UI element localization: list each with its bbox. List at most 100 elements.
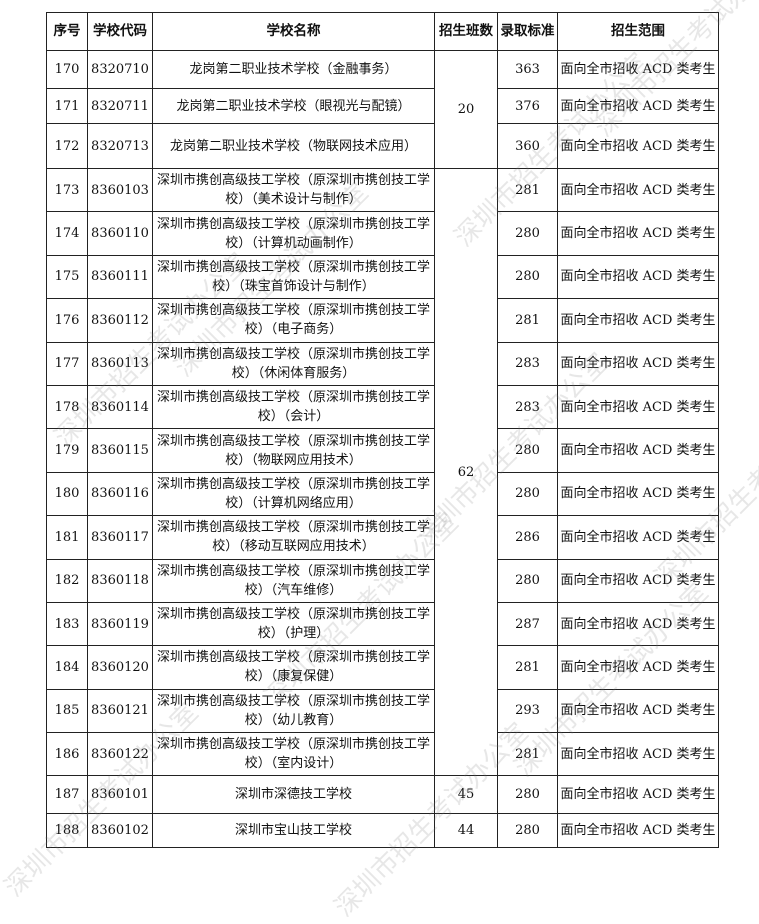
admission-score: 281 [497,732,558,777]
admission-score: 280 [497,813,558,849]
admission-score: 281 [497,645,558,690]
class-count: 62 [434,167,498,777]
admission-score: 280 [497,558,558,603]
table-row: 187 8360101 深圳市深德技工学校 45 280 面向全市招收 ACD 类考生 [46,775,719,815]
row-number: 175 [46,254,88,300]
admission-scope: 面向全市招收 ACD 类考生 [557,341,719,386]
admission-score: 280 [497,428,558,473]
header-score: 录取标准 [497,12,558,51]
school-code: 8360110 [87,211,153,256]
header-code: 学校代码 [87,12,153,51]
table-row: 181 8360117 深圳市携创高级技工学校（原深圳市携创技工学校）（移动互联网应… [46,515,719,560]
school-name: 深圳市携创高级技工学校（原深圳市携创技工学校）（物联网应用技术） [152,428,435,473]
table-row: 175 8360111 深圳市携创高级技工学校（原深圳市携创技工学校）（珠宝首饰设计… [46,254,719,300]
table-row: 177 8360113 深圳市携创高级技工学校（原深圳市携创技工学校）（休闲体育服务… [46,341,719,386]
header-no: 序号 [46,12,88,51]
school-code: 8360115 [87,428,153,473]
school-name: 龙岗第二职业技术学校（眼视光与配镜） [152,88,435,124]
row-number: 176 [46,298,88,343]
row-number: 173 [46,167,88,213]
school-code: 8360121 [87,688,153,734]
admission-score: 281 [497,167,558,213]
school-code: 8360116 [87,471,153,517]
admission-score: 280 [497,471,558,517]
table-row: 173 8360103 深圳市携创高级技工学校（原深圳市携创技工学校）（美术设计与制… [46,167,719,777]
admission-scope: 面向全市招收 ACD 类考生 [557,813,719,849]
school-name: 深圳市深德技工学校 [152,775,435,815]
row-number: 177 [46,341,88,386]
table-row: 170 8320710 龙岗第二职业技术学校（金融事务） 20 363 面向全市招收 AC… [46,50,719,169]
admission-scope: 面向全市招收 ACD 类考生 [557,775,719,815]
school-code: 8320713 [87,123,153,169]
school-name: 深圳市携创高级技工学校（原深圳市携创技工学校）（汽车维修） [152,558,435,603]
school-name: 深圳市携创高级技工学校（原深圳市携创技工学校）（计算机网络应用） [152,471,435,517]
row-number: 184 [46,645,88,690]
admission-scope: 面向全市招收 ACD 类考生 [557,558,719,603]
admission-score: 281 [497,298,558,343]
admission-scope: 面向全市招收 ACD 类考生 [557,601,719,647]
table-row: 179 8360115 深圳市携创高级技工学校（原深圳市携创技工学校）（物联网应用技… [46,428,719,473]
school-name: 深圳市携创高级技工学校（原深圳市携创技工学校）（康复保健） [152,645,435,690]
school-name: 深圳市携创高级技工学校（原深圳市携创技工学校）（珠宝首饰设计与制作） [152,254,435,300]
admission-scope: 面向全市招收 ACD 类考生 [557,732,719,777]
school-name: 深圳市携创高级技工学校（原深圳市携创技工学校）（幼儿教育） [152,688,435,734]
school-name: 深圳市携创高级技工学校（原深圳市携创技工学校）（美术设计与制作） [152,167,435,213]
row-number: 174 [46,211,88,256]
admission-scope: 面向全市招收 ACD 类考生 [557,645,719,690]
admission-scope: 面向全市招收 ACD 类考生 [557,211,719,256]
school-name: 深圳市携创高级技工学校（原深圳市携创技工学校）（室内设计） [152,732,435,777]
row-number: 183 [46,601,88,647]
admission-score: 286 [497,515,558,560]
school-code: 8360111 [87,254,153,300]
school-code: 8360118 [87,558,153,603]
header-scope: 招生范围 [557,12,719,51]
admission-score: 280 [497,211,558,256]
class-count: 45 [434,775,498,815]
admission-table: 序号 学校代码 学校名称 招生班数 录取标准 招生范围 170 8320710 龙岗… [46,12,719,849]
row-number: 188 [46,813,88,849]
school-code: 8360119 [87,601,153,647]
table-row: 176 8360112 深圳市携创高级技工学校（原深圳市携创技工学校）（电子商务） 2… [46,298,719,343]
school-code: 8360117 [87,515,153,560]
row-number: 182 [46,558,88,603]
table-row: 184 8360120 深圳市携创高级技工学校（原深圳市携创技工学校）（康复保健） 2… [46,645,719,690]
school-name: 龙岗第二职业技术学校（金融事务） [152,50,435,89]
row-number: 187 [46,775,88,815]
table-row: 183 8360119 深圳市携创高级技工学校（原深圳市携创技工学校）（护理） 287… [46,601,719,647]
row-number: 185 [46,688,88,734]
admission-scope: 面向全市招收 ACD 类考生 [557,428,719,473]
admission-score: 283 [497,341,558,386]
school-code: 8360113 [87,341,153,386]
row-number: 181 [46,515,88,560]
table-row: 180 8360116 深圳市携创高级技工学校（原深圳市携创技工学校）（计算机网络应… [46,471,719,517]
school-code: 8360102 [87,813,153,849]
table-row: 171 8320711 龙岗第二职业技术学校（眼视光与配镜） 376 面向全市招收 AC… [46,88,719,124]
admission-scope: 面向全市招收 ACD 类考生 [557,688,719,734]
table-row: 178 8360114 深圳市携创高级技工学校（原深圳市携创技工学校）（会计） 283… [46,384,719,430]
header-row: 序号 学校代码 学校名称 招生班数 录取标准 招生范围 [46,12,719,51]
table-row: 185 8360121 深圳市携创高级技工学校（原深圳市携创技工学校）（幼儿教育） 2… [46,688,719,734]
row-number: 180 [46,471,88,517]
header-name: 学校名称 [152,12,435,51]
school-name: 深圳市宝山技工学校 [152,813,435,849]
admission-score: 376 [497,88,558,124]
admission-scope: 面向全市招收 ACD 类考生 [557,50,719,89]
admission-scope: 面向全市招收 ACD 类考生 [557,471,719,517]
table-row: 174 8360110 深圳市携创高级技工学校（原深圳市携创技工学校）（计算机动画制… [46,211,719,256]
admission-score: 283 [497,384,558,430]
admission-score: 287 [497,601,558,647]
row-number: 172 [46,123,88,169]
school-code: 8320711 [87,88,153,124]
admission-score: 363 [497,50,558,89]
school-code: 8360120 [87,645,153,690]
admission-scope: 面向全市招收 ACD 类考生 [557,123,719,169]
admission-scope: 面向全市招收 ACD 类考生 [557,167,719,213]
admission-score: 280 [497,775,558,815]
class-count: 20 [434,50,498,169]
school-code: 8360112 [87,298,153,343]
admission-score: 280 [497,254,558,300]
school-code: 8360122 [87,732,153,777]
table-row: 188 8360102 深圳市宝山技工学校 44 280 面向全市招收 ACD 类考生 [46,813,719,849]
admission-scope: 面向全市招收 ACD 类考生 [557,254,719,300]
table-row: 172 8320713 龙岗第二职业技术学校（物联网技术应用） 360 面向全市招收 A… [46,123,719,169]
